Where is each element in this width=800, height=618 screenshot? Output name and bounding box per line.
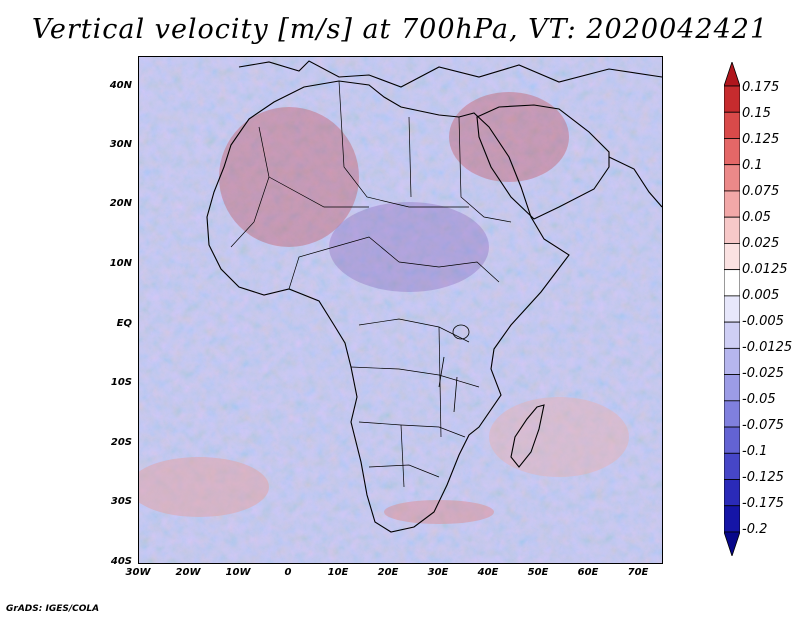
lon-label-40e: 40E xyxy=(477,567,499,578)
lat-label-10n: 10N xyxy=(109,258,132,269)
colorbar-swatch xyxy=(724,85,740,113)
colorbar-label: 0.125 xyxy=(742,132,780,147)
colorbar-swatch xyxy=(724,111,740,139)
colorbar-label: 0.175 xyxy=(742,80,780,95)
lon-label-20w: 20W xyxy=(175,567,201,578)
lon-label-30w: 30W xyxy=(125,567,151,578)
colorbar-swatch xyxy=(724,216,740,244)
colorbar-label: 0.0125 xyxy=(742,262,788,277)
colorbar xyxy=(724,62,740,556)
map-panel xyxy=(138,56,663,564)
lat-label-40s: 40S xyxy=(110,556,132,567)
colorbar-label: -0.2 xyxy=(742,522,768,537)
colorbar-swatch xyxy=(724,190,740,218)
lat-label-20s: 20S xyxy=(110,437,132,448)
colorbar-label: 0.15 xyxy=(742,106,771,121)
lon-label-60e: 60E xyxy=(577,567,599,578)
colorbar-swatch xyxy=(724,374,740,402)
lon-label-0: 0 xyxy=(284,567,292,578)
colorbar-swatch xyxy=(724,426,740,454)
colorbar-label: 0.025 xyxy=(742,236,780,251)
lon-label-20e: 20E xyxy=(377,567,399,578)
colorbar-label: -0.05 xyxy=(742,392,776,407)
lat-label-20n: 20N xyxy=(109,198,132,209)
lon-label-70e: 70E xyxy=(627,567,649,578)
colorbar-label: 0.005 xyxy=(742,288,780,303)
indian-ocean-band xyxy=(489,397,629,477)
lat-label-40n: 40N xyxy=(109,80,132,91)
grads-credit: GrADS: IGES/COLA xyxy=(6,604,100,614)
colorbar-swatch xyxy=(724,321,740,349)
south-atlantic-band xyxy=(139,457,269,517)
colorbar-label: -0.125 xyxy=(742,470,784,485)
colorbar-label: -0.1 xyxy=(742,444,768,459)
colorbar-label: -0.175 xyxy=(742,496,784,511)
arabia-outline xyxy=(476,104,610,220)
colorbar-swatch xyxy=(724,479,740,507)
colorbar-label: -0.0125 xyxy=(742,340,793,355)
colorbar-label: 0.1 xyxy=(742,158,763,173)
country-borders xyxy=(230,80,512,488)
colorbar-swatch xyxy=(724,295,740,323)
colorbar-bottom-arrow xyxy=(724,531,740,556)
colorbar-label: 0.075 xyxy=(742,184,780,199)
colorbar-swatch xyxy=(724,452,740,480)
lon-label-10w: 10W xyxy=(225,567,251,578)
colorbar-top-arrow xyxy=(724,62,740,87)
lon-label-30e: 30E xyxy=(427,567,449,578)
lon-label-10e: 10E xyxy=(327,567,349,578)
south-africa-band xyxy=(384,500,494,524)
colorbar-swatch xyxy=(724,347,740,375)
africa-coastline xyxy=(206,80,570,533)
colorbar-swatch xyxy=(724,138,740,166)
great-lakes xyxy=(438,324,470,413)
colorbar-swatch xyxy=(724,269,740,297)
europe-outline xyxy=(238,60,662,88)
colorbar-swatch xyxy=(724,243,740,271)
colorbar-label: -0.005 xyxy=(742,314,784,329)
lat-label-eq: EQ xyxy=(116,318,132,329)
lon-label-50e: 50E xyxy=(527,567,549,578)
colorbar-label: 0.05 xyxy=(742,210,771,225)
colorbar-label: -0.025 xyxy=(742,366,784,381)
india-outline xyxy=(608,156,662,208)
lat-label-10s: 10S xyxy=(110,377,132,388)
sahara-west-core xyxy=(219,107,359,247)
colorbar-swatch xyxy=(724,164,740,192)
colorbar-label: -0.075 xyxy=(742,418,784,433)
madagascar-outline xyxy=(510,404,545,468)
lat-label-30s: 30S xyxy=(110,496,132,507)
arabia-core xyxy=(449,92,569,182)
colorbar-swatch xyxy=(724,505,740,533)
colorbar-swatch xyxy=(724,400,740,428)
sahel-core xyxy=(329,202,489,292)
velocity-field xyxy=(139,57,662,563)
lat-label-30n: 30N xyxy=(109,139,132,150)
map-title: Vertical velocity [m/s] at 700hPa, VT: 2… xyxy=(31,14,769,45)
